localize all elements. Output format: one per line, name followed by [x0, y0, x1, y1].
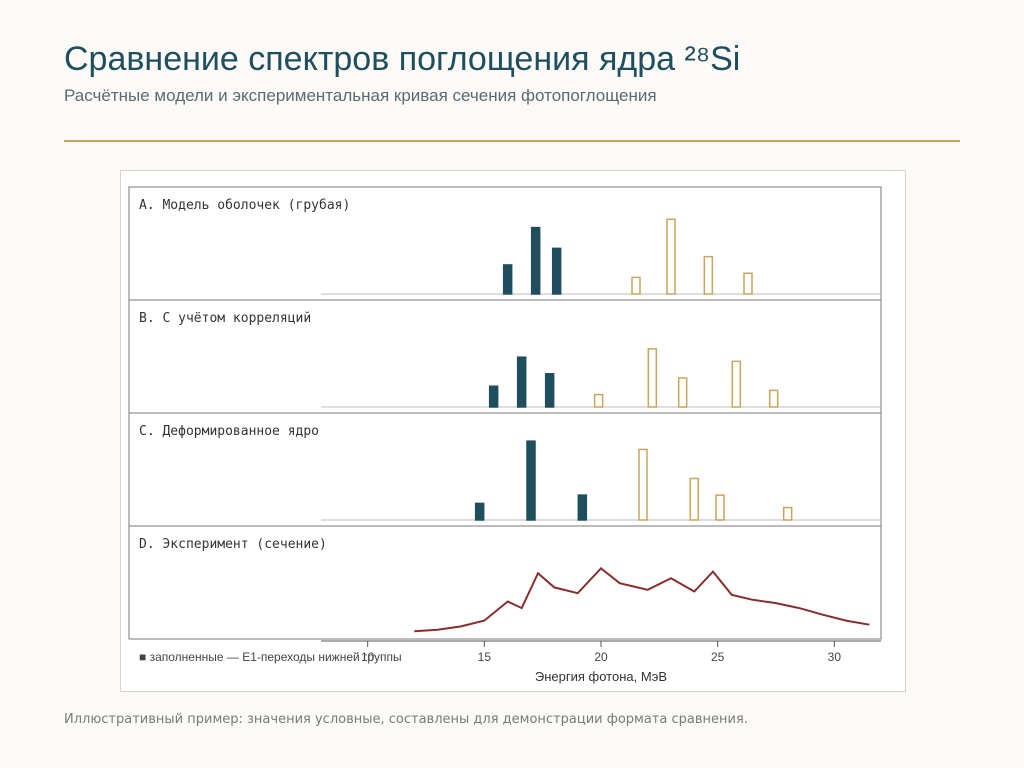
strength-bar-outline [677, 377, 688, 408]
strength-bar-filled [551, 247, 562, 295]
x-tick-label: 30 [828, 650, 842, 664]
strength-bar-filled [474, 502, 485, 521]
experimental-curve [414, 566, 870, 633]
strength-bar-outline [593, 393, 604, 408]
strength-bar-outline [768, 389, 779, 408]
x-tick-label: 15 [478, 650, 492, 664]
panel-label: C. Деформированное ядро [139, 424, 319, 439]
strength-bar-filled [488, 385, 499, 408]
strength-bar-outline [715, 494, 725, 521]
strength-bar-outline [631, 276, 641, 295]
strength-bar-outline [731, 360, 742, 408]
strength-bar-outline [647, 348, 658, 408]
slide-title: Сравнение спектров поглощения ядра ²⁸Si [64, 40, 741, 78]
strength-bar-filled [516, 356, 527, 408]
strength-bar-outline [703, 255, 714, 295]
panel-label: B. С учётом корреляций [139, 311, 311, 326]
strength-bar-outline [666, 218, 676, 295]
x-tick-label: 10 [361, 650, 375, 664]
title-divider [64, 140, 960, 142]
strength-bar-filled [530, 226, 541, 295]
legend-entry-filled: ■ заполненные — E1-переходы нижней групп… [139, 650, 402, 664]
strength-bar-filled [526, 440, 536, 521]
strength-bar-outline [743, 272, 753, 295]
panel-label: D. Эксперимент (сечение) [139, 537, 327, 552]
slide-header: Сравнение спектров поглощения ядра ²⁸Si … [64, 38, 960, 106]
strength-bar-filled [544, 373, 555, 408]
strength-bar-outline [689, 477, 700, 521]
x-tick-label: 20 [594, 650, 608, 664]
footnote: Иллюстративный пример: значения условные… [64, 712, 748, 727]
strength-bar-outline [638, 448, 648, 521]
x-tick-label: 25 [711, 650, 725, 664]
strength-bar-filled [502, 264, 513, 295]
slide-subtitle: Расчётные модели и экспериментальная кри… [64, 86, 657, 105]
strength-bar-outline [782, 506, 793, 521]
panel-label: A. Модель оболочек (грубая) [139, 198, 350, 213]
chart-panel: A. Модель оболочек (грубая) B. С учётом к… [120, 170, 906, 692]
strength-bar-filled [577, 494, 588, 521]
x-axis-title: Энергия фотона, МэВ [535, 669, 667, 684]
comparison-chart: A. Модель оболочек (грубая) B. С учётом к… [128, 186, 882, 684]
panel-frame [128, 525, 882, 640]
